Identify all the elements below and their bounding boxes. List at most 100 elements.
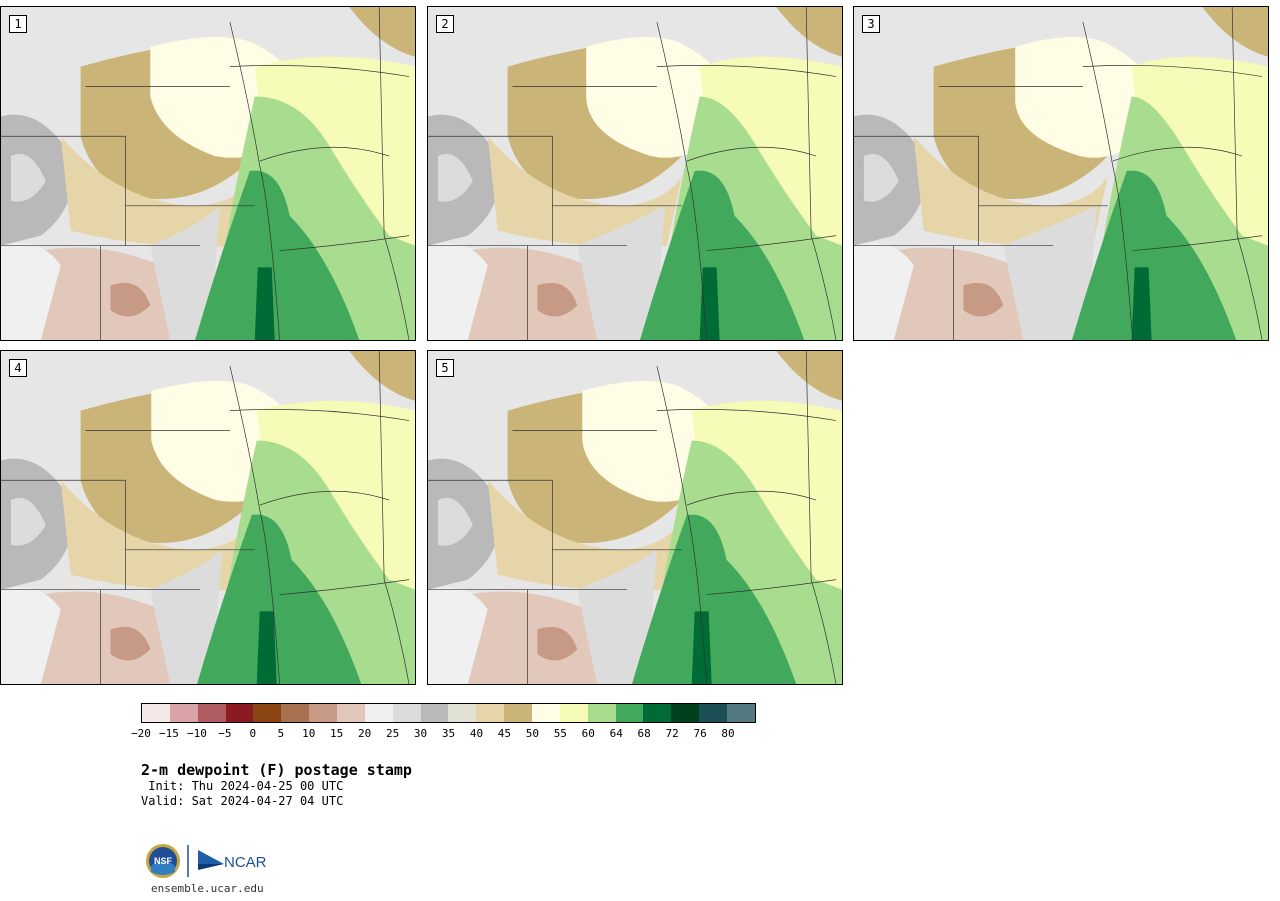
colorbar-tick-label: 40 bbox=[469, 727, 484, 740]
field-region bbox=[863, 153, 899, 202]
colorbar-swatch bbox=[420, 704, 449, 722]
colorbar-tick-label: 50 bbox=[525, 727, 539, 740]
dewpoint-map bbox=[854, 7, 1268, 340]
field-region bbox=[195, 170, 360, 340]
field-region bbox=[699, 267, 720, 340]
field-region bbox=[1131, 267, 1152, 340]
dewpoint-map bbox=[1, 7, 415, 340]
field-region bbox=[487, 136, 682, 247]
colorbar-tick-label: 35 bbox=[441, 727, 456, 740]
colorbar-ticks: −20 −15 −10 −5 0 5 10 15 20 25 30 35 40 45 50 55 60 64 68 7… bbox=[131, 727, 756, 741]
colorbar-swatch bbox=[337, 704, 365, 722]
ncar-logo-icon: NCAR bbox=[198, 850, 267, 871]
colorbar-tick-label: 25 bbox=[385, 727, 400, 740]
field-region bbox=[639, 170, 805, 340]
field-region bbox=[254, 267, 275, 340]
colorbar bbox=[141, 703, 756, 723]
colorbar-swatch bbox=[504, 704, 533, 722]
colorbar-tick-label: 80 bbox=[721, 727, 735, 740]
field-region bbox=[854, 243, 914, 340]
field-region bbox=[1, 351, 415, 401]
member-panel-5: 5 bbox=[427, 350, 843, 685]
colorbar-swatch bbox=[727, 704, 755, 722]
colorbar-swatch bbox=[671, 704, 700, 722]
colorbar-tick-label: 20 bbox=[358, 727, 372, 740]
state-borders bbox=[854, 7, 1263, 340]
field-region bbox=[537, 626, 578, 661]
colorbar-swatch bbox=[699, 704, 728, 722]
field-region bbox=[10, 153, 46, 202]
dewpoint-map bbox=[1, 351, 415, 684]
field-region bbox=[691, 611, 712, 684]
field-region bbox=[1, 587, 61, 684]
colorbar-tick-label: 15 bbox=[330, 727, 344, 740]
field-region bbox=[428, 7, 842, 57]
field-region bbox=[10, 497, 46, 546]
colorbar-tick-label: 60 bbox=[581, 727, 595, 740]
field-region bbox=[1003, 205, 1097, 340]
member-panel-4: 4 bbox=[0, 350, 416, 685]
logos: NSF NCAR bbox=[146, 844, 267, 878]
colorbar-swatch bbox=[309, 704, 338, 722]
field-region bbox=[1071, 170, 1237, 340]
colorbar-tick-label: −15 bbox=[159, 727, 179, 740]
field-region bbox=[1, 243, 61, 340]
plot-title: 2-m dewpoint (F) postage stamp bbox=[141, 761, 412, 779]
colorbar-swatch bbox=[169, 704, 198, 722]
colorbar-swatch bbox=[587, 704, 616, 722]
member-label: 3 bbox=[862, 15, 880, 33]
field-region bbox=[537, 282, 578, 317]
field-region bbox=[854, 7, 1268, 57]
valid-time: Valid: Sat 2024-04-27 04 UTC bbox=[141, 794, 344, 808]
field-region bbox=[437, 497, 473, 546]
field-region bbox=[256, 611, 277, 684]
colorbar-swatch bbox=[197, 704, 226, 722]
colorbar-tick-label: 72 bbox=[665, 727, 679, 740]
colorbar-tick-label: 55 bbox=[553, 727, 567, 740]
field-region bbox=[150, 549, 222, 684]
colorbar-swatch bbox=[615, 704, 644, 722]
colorbar-swatch bbox=[392, 704, 421, 722]
colorbar-swatch bbox=[476, 704, 505, 722]
field-region bbox=[110, 626, 151, 661]
field-region bbox=[437, 153, 473, 202]
colorbar-tick-label: 10 bbox=[302, 727, 316, 740]
colorbar-swatch bbox=[142, 704, 170, 722]
field-region bbox=[1, 7, 415, 57]
state-borders bbox=[428, 351, 837, 684]
colorbar-swatch bbox=[253, 704, 282, 722]
member-label: 2 bbox=[436, 15, 454, 33]
field-region bbox=[913, 136, 1108, 247]
source-url: ensemble.ucar.edu bbox=[151, 882, 264, 895]
colorbar-tick-label: 5 bbox=[277, 727, 285, 740]
field-region bbox=[110, 282, 151, 317]
colorbar-tick-label: 30 bbox=[413, 727, 428, 740]
member-label: 1 bbox=[9, 15, 27, 33]
colorbar-tick-label: 68 bbox=[637, 727, 651, 740]
colorbar-tick-label: −20 bbox=[131, 727, 151, 740]
field-region bbox=[632, 514, 797, 684]
member-panel-1: 1 bbox=[0, 6, 416, 341]
member-panel-3: 3 bbox=[853, 6, 1269, 341]
state-borders bbox=[1, 7, 410, 340]
colorbar-swatch bbox=[281, 704, 310, 722]
init-time: Init: Thu 2024-04-25 00 UTC bbox=[141, 779, 344, 793]
colorbar-tick-label: −10 bbox=[186, 727, 207, 740]
state-borders bbox=[428, 7, 837, 340]
field-region bbox=[577, 205, 665, 340]
colorbar-swatch bbox=[364, 704, 393, 722]
nsf-logo-text: NSF bbox=[154, 856, 173, 866]
field-region bbox=[428, 243, 488, 340]
field-region bbox=[197, 514, 362, 684]
colorbar-swatch bbox=[559, 704, 588, 722]
colorbar-tick-label: 64 bbox=[609, 727, 623, 740]
dewpoint-map bbox=[428, 7, 842, 340]
colorbar-swatch bbox=[532, 704, 560, 722]
field-region bbox=[963, 282, 1004, 317]
nsf-logo-icon: NSF bbox=[146, 844, 180, 878]
member-label: 4 bbox=[9, 359, 27, 377]
field-region bbox=[487, 480, 682, 591]
colorbar-swatch bbox=[643, 704, 672, 722]
state-borders bbox=[1, 351, 410, 684]
ncar-logo-text: NCAR bbox=[224, 854, 267, 871]
